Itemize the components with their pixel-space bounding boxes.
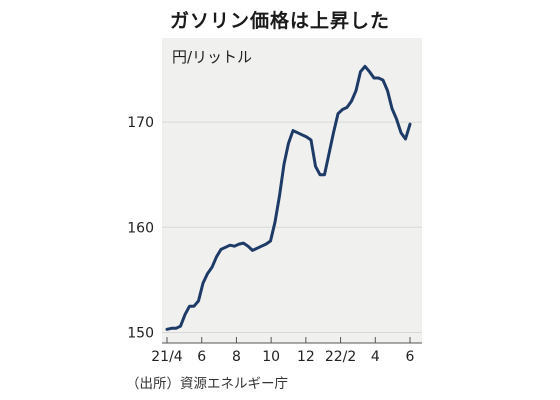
y-tick-label: 160 [127,220,154,236]
x-tick-label: 12 [297,349,315,365]
x-tick-label: 21/4 [151,349,183,365]
x-tick-label: 22/2 [325,349,356,365]
y-axis-unit-label: 円/リットル [172,48,252,66]
y-tick-label: 150 [127,325,154,341]
y-tick-label: 170 [127,115,154,131]
price-series-line [165,64,412,331]
x-tick-label: 4 [371,349,380,365]
chart-title: ガソリン価格は上昇した [169,10,390,32]
x-tick-label: 6 [197,349,206,365]
x-tick-label: 6 [406,349,415,365]
x-tick-label: 8 [232,349,241,365]
plot-background [162,38,422,343]
x-tick-label: 10 [262,349,280,365]
source-note: （出所）資源エネルギー庁 [126,376,288,392]
